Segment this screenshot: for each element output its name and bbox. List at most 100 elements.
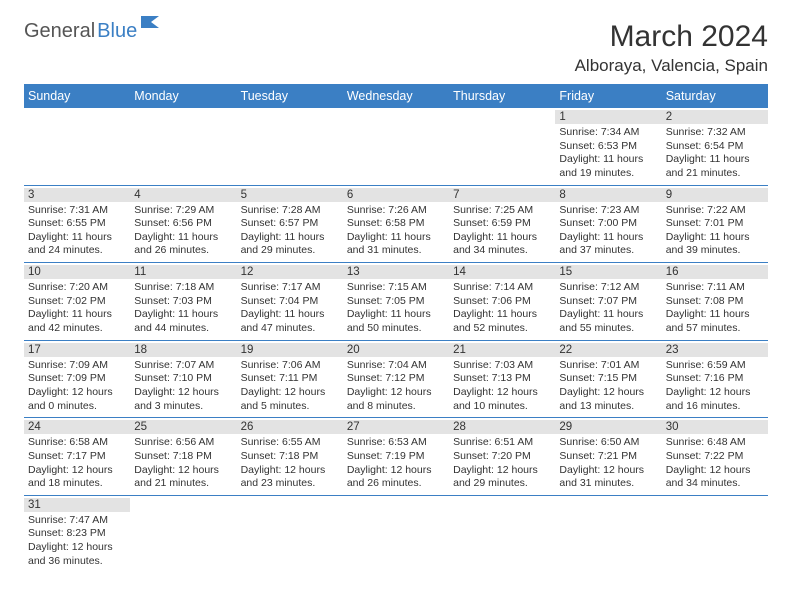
cell-daylight2: and 44 minutes. [134,322,232,336]
cell-sunset: Sunset: 7:15 PM [559,372,657,386]
calendar-cell [343,108,449,185]
cell-daylight1: Daylight: 12 hours [347,386,445,400]
cell-sunrise: Sunrise: 7:23 AM [559,204,657,218]
title-block: March 2024 Alboraya, Valencia, Spain [575,20,768,76]
cell-sunrise: Sunrise: 7:06 AM [241,359,339,373]
calendar-body: 1Sunrise: 7:34 AMSunset: 6:53 PMDaylight… [24,108,768,572]
cell-daylight1: Daylight: 12 hours [453,386,551,400]
calendar-cell [237,495,343,572]
cell-sunset: Sunset: 7:12 PM [347,372,445,386]
cell-sunset: Sunset: 7:21 PM [559,450,657,464]
cell-daylight1: Daylight: 11 hours [559,308,657,322]
calendar-week-row: 24Sunrise: 6:58 AMSunset: 7:17 PMDayligh… [24,418,768,496]
calendar-cell [449,495,555,572]
calendar-cell: 17Sunrise: 7:09 AMSunset: 7:09 PMDayligh… [24,340,130,418]
cell-daylight1: Daylight: 12 hours [559,386,657,400]
cell-sunset: Sunset: 6:56 PM [134,217,232,231]
cell-daylight2: and 24 minutes. [28,244,126,258]
cell-daylight1: Daylight: 11 hours [453,308,551,322]
cell-daylight2: and 34 minutes. [666,477,764,491]
day-number: 7 [449,188,555,202]
day-number: 18 [130,343,236,357]
cell-sunrise: Sunrise: 7:15 AM [347,281,445,295]
calendar-cell: 27Sunrise: 6:53 AMSunset: 7:19 PMDayligh… [343,418,449,496]
cell-sunset: Sunset: 7:06 PM [453,295,551,309]
calendar-cell [555,495,661,572]
day-number: 15 [555,265,661,279]
calendar-cell: 15Sunrise: 7:12 AMSunset: 7:07 PMDayligh… [555,263,661,341]
cell-sunrise: Sunrise: 7:03 AM [453,359,551,373]
cell-sunrise: Sunrise: 7:17 AM [241,281,339,295]
cell-sunrise: Sunrise: 6:50 AM [559,436,657,450]
cell-sunrise: Sunrise: 7:14 AM [453,281,551,295]
calendar-cell [237,108,343,185]
cell-sunrise: Sunrise: 6:53 AM [347,436,445,450]
cell-sunrise: Sunrise: 7:28 AM [241,204,339,218]
calendar-cell: 24Sunrise: 6:58 AMSunset: 7:17 PMDayligh… [24,418,130,496]
calendar-cell: 22Sunrise: 7:01 AMSunset: 7:15 PMDayligh… [555,340,661,418]
day-number: 29 [555,420,661,434]
cell-sunrise: Sunrise: 6:59 AM [666,359,764,373]
calendar-cell: 10Sunrise: 7:20 AMSunset: 7:02 PMDayligh… [24,263,130,341]
calendar-cell: 29 Sunrise: 6:50 AMSunset: 7:21 PMDayligh… [555,418,661,496]
calendar-cell: 13Sunrise: 7:15 AMSunset: 7:05 PMDayligh… [343,263,449,341]
cell-sunset: Sunset: 7:11 PM [241,372,339,386]
day-number: 21 [449,343,555,357]
cell-sunrise: Sunrise: 6:48 AM [666,436,764,450]
cell-daylight2: and 42 minutes. [28,322,126,336]
day-number: 12 [237,265,343,279]
cell-daylight1: Daylight: 11 hours [28,231,126,245]
calendar-week-row: 3Sunrise: 7:31 AMSunset: 6:55 PMDaylight… [24,185,768,263]
cell-daylight1: Daylight: 12 hours [241,386,339,400]
cell-sunrise: Sunrise: 7:32 AM [666,126,764,140]
cell-daylight2: and 19 minutes. [559,167,657,181]
cell-daylight2: and 8 minutes. [347,400,445,414]
day-number: 31 [24,498,130,512]
calendar-cell: 9Sunrise: 7:22 AMSunset: 7:01 PMDaylight… [662,185,768,263]
cell-sunset: Sunset: 7:04 PM [241,295,339,309]
cell-sunset: Sunset: 7:18 PM [241,450,339,464]
cell-daylight2: and 29 minutes. [453,477,551,491]
cell-daylight2: and 31 minutes. [559,477,657,491]
cell-daylight2: and 13 minutes. [559,400,657,414]
cell-sunrise: Sunrise: 7:11 AM [666,281,764,295]
calendar-cell: 23Sunrise: 6:59 AMSunset: 7:16 PMDayligh… [662,340,768,418]
day-number: 10 [24,265,130,279]
cell-sunrise: Sunrise: 7:18 AM [134,281,232,295]
cell-sunset: Sunset: 7:18 PM [134,450,232,464]
cell-daylight1: Daylight: 12 hours [347,464,445,478]
cell-sunrise: Sunrise: 7:07 AM [134,359,232,373]
cell-daylight2: and 55 minutes. [559,322,657,336]
weekday-header: Monday [130,84,236,108]
cell-sunset: Sunset: 7:00 PM [559,217,657,231]
cell-daylight2: and 26 minutes. [134,244,232,258]
day-number: 4 [130,188,236,202]
cell-daylight1: Daylight: 11 hours [559,153,657,167]
cell-daylight2: and 21 minutes. [134,477,232,491]
logo: GeneralBlue [24,20,163,43]
day-number: 13 [343,265,449,279]
cell-daylight2: and 0 minutes. [28,400,126,414]
weekday-header: Saturday [662,84,768,108]
calendar-cell: 7Sunrise: 7:25 AMSunset: 6:59 PMDaylight… [449,185,555,263]
cell-sunrise: Sunrise: 6:55 AM [241,436,339,450]
cell-daylight2: and 18 minutes. [28,477,126,491]
calendar-table: Sunday Monday Tuesday Wednesday Thursday… [24,84,768,572]
cell-sunset: Sunset: 6:58 PM [347,217,445,231]
month-title: March 2024 [575,20,768,54]
cell-daylight1: Daylight: 11 hours [28,308,126,322]
cell-daylight1: Daylight: 12 hours [559,464,657,478]
cell-sunset: Sunset: 7:02 PM [28,295,126,309]
cell-daylight1: Daylight: 11 hours [134,231,232,245]
cell-daylight2: and 10 minutes. [453,400,551,414]
cell-daylight2: and 57 minutes. [666,322,764,336]
day-number: 23 [662,343,768,357]
calendar-cell: 21Sunrise: 7:03 AMSunset: 7:13 PMDayligh… [449,340,555,418]
calendar-cell: 31Sunrise: 7:47 AMSunset: 8:23 PMDayligh… [24,495,130,572]
day-number: 11 [130,265,236,279]
day-number: 26 [237,420,343,434]
calendar-cell: 4Sunrise: 7:29 AMSunset: 6:56 PMDaylight… [130,185,236,263]
day-number: 8 [555,188,661,202]
weekday-header: Tuesday [237,84,343,108]
cell-daylight2: and 50 minutes. [347,322,445,336]
